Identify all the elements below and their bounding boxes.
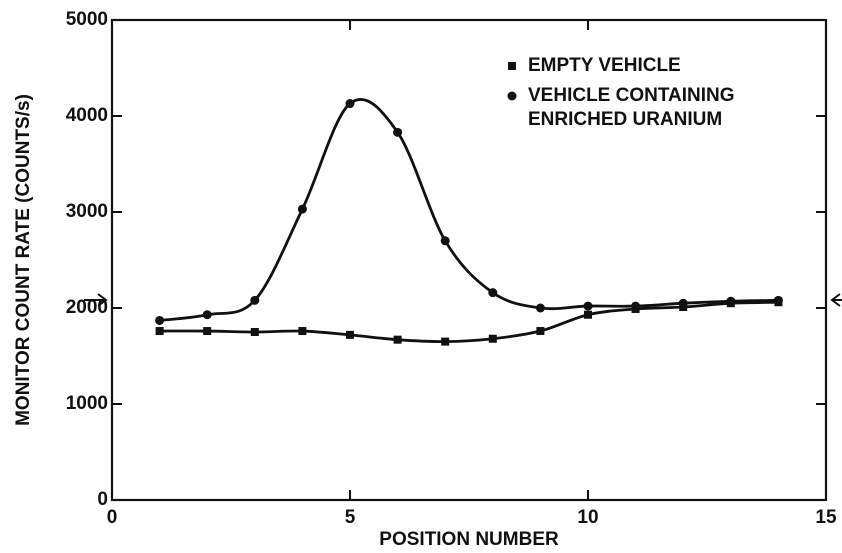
point xyxy=(441,337,450,346)
y-axis-label: MONITOR COUNT RATE (COUNTS/s) xyxy=(13,94,34,426)
point xyxy=(393,335,402,344)
y-tick-label: 3000 xyxy=(66,201,108,222)
x-tick-label: 5 xyxy=(345,507,356,528)
point xyxy=(535,303,545,313)
legend-label: VEHICLE CONTAINING ENRICHED URANIUM xyxy=(528,85,735,130)
point xyxy=(536,327,545,336)
x-tick-label: 15 xyxy=(815,507,837,528)
point xyxy=(678,298,688,308)
point xyxy=(773,295,783,305)
legend-label: EMPTY VEHICLE xyxy=(528,55,681,76)
point xyxy=(584,310,592,319)
reference-arrows xyxy=(84,293,842,307)
legend-marker xyxy=(507,91,517,101)
point xyxy=(298,327,307,336)
y-tick-label: 4000 xyxy=(66,105,108,126)
point xyxy=(631,301,641,311)
y-tick-label: 0 xyxy=(97,489,108,510)
x-tick-label: 10 xyxy=(577,507,598,528)
point xyxy=(250,328,259,336)
point xyxy=(583,301,593,311)
point xyxy=(440,236,450,246)
point xyxy=(202,310,212,320)
point xyxy=(155,327,164,336)
point xyxy=(393,127,403,137)
y-tick-label: 2000 xyxy=(66,297,108,318)
point xyxy=(250,295,260,305)
y-tick-label: 1000 xyxy=(66,393,108,414)
point xyxy=(488,334,497,343)
legend-marker xyxy=(508,62,516,70)
point xyxy=(345,99,355,109)
x-axis-label: POSITION NUMBER xyxy=(379,529,559,550)
point xyxy=(488,288,498,298)
point xyxy=(203,327,212,336)
x-tick-label: 0 xyxy=(107,507,118,528)
point xyxy=(726,296,736,306)
series-line xyxy=(159,97,779,322)
plot-frame xyxy=(110,18,828,502)
point xyxy=(346,330,354,339)
point xyxy=(155,315,165,325)
point xyxy=(297,204,307,214)
y-tick-label: 5000 xyxy=(66,9,108,30)
